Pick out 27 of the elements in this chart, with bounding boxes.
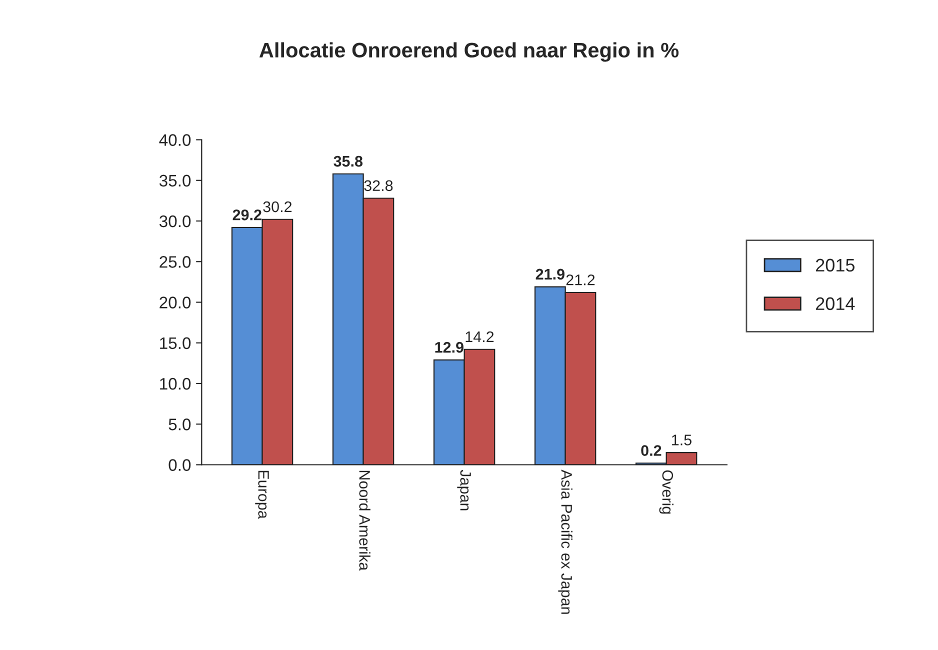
data-label: 12.9 <box>435 342 464 353</box>
data-label: 21.2 <box>566 274 595 286</box>
data-label: 0.2 <box>641 445 662 456</box>
y-tick-label: 25.0 <box>160 256 191 268</box>
data-label: 1.5 <box>672 434 692 446</box>
x-tick-label: Japan <box>457 470 471 510</box>
chart-title: Allocatie Onroerend Goed naar Regio in % <box>259 42 679 62</box>
y-tick-label: 20.0 <box>160 296 191 308</box>
y-tick-label: 35.0 <box>159 174 191 187</box>
legend-label: 2015 <box>816 258 855 272</box>
data-label: 32.8 <box>364 180 393 192</box>
y-tick-label: 5.0 <box>168 418 191 430</box>
y-tick-label: 30.0 <box>159 215 191 228</box>
data-label: 29.2 <box>232 209 262 220</box>
data-label: 30.2 <box>263 201 292 212</box>
y-tick-label: 40.0 <box>159 134 191 146</box>
x-tick-label: Noord Amerika <box>359 470 370 571</box>
data-label: 35.8 <box>334 156 363 167</box>
y-tick-label: 15.0 <box>160 337 191 350</box>
y-tick-label: 10.0 <box>160 378 191 390</box>
x-tick-label: Asia Pacific ex Japan <box>558 470 572 614</box>
x-tick-label: Overig <box>659 470 674 514</box>
data-label: 21.9 <box>536 268 564 280</box>
legend-label: 2014 <box>816 297 855 310</box>
x-tick-label: Europa <box>255 470 269 519</box>
y-tick-label: 0.0 <box>168 459 191 471</box>
data-label: 14.2 <box>466 331 494 342</box>
